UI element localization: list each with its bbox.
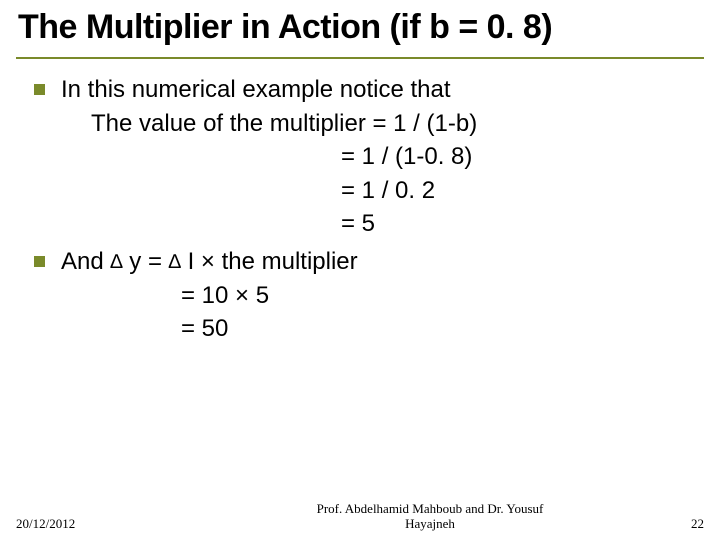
bullet-subline: The value of the multiplier = 1 / (1-b): [61, 107, 690, 141]
calc-line: = 10 × 5: [61, 279, 690, 313]
calc-line: = 50: [61, 312, 690, 346]
calc-line: = 5: [61, 207, 690, 241]
bullet-lead: And ∆ y = ∆ I × the multiplier: [61, 245, 690, 279]
square-bullet-icon: [34, 84, 45, 95]
footer-author-line: Prof. Abdelhamid Mahboub and Dr. Yousuf: [216, 502, 644, 517]
text-fragment: y =: [123, 248, 169, 275]
slide: The Multiplier in Action (if b = 0. 8) I…: [0, 0, 720, 540]
bullet-text: In this numerical example notice that Th…: [61, 73, 690, 241]
bullet-item: In this numerical example notice that Th…: [34, 73, 690, 241]
delta-symbol: ∆: [169, 251, 181, 273]
delta-symbol: ∆: [110, 251, 122, 273]
slide-footer: 20/12/2012 Prof. Abdelhamid Mahboub and …: [0, 502, 720, 532]
square-bullet-icon: [34, 256, 45, 267]
title-wrap: The Multiplier in Action (if b = 0. 8): [0, 0, 720, 53]
footer-page-number: 22: [644, 516, 704, 532]
calc-line: = 1 / (1-0. 8): [61, 140, 690, 174]
bullet-item: And ∆ y = ∆ I × the multiplier = 10 × 5 …: [34, 245, 690, 346]
bullet-text: And ∆ y = ∆ I × the multiplier = 10 × 5 …: [61, 245, 690, 346]
slide-content: In this numerical example notice that Th…: [0, 59, 720, 346]
footer-authors: Prof. Abdelhamid Mahboub and Dr. Yousuf …: [216, 502, 644, 532]
text-fragment: And: [61, 248, 110, 275]
footer-date: 20/12/2012: [16, 516, 216, 532]
slide-title: The Multiplier in Action (if b = 0. 8): [18, 8, 702, 47]
calc-line: = 1 / 0. 2: [61, 174, 690, 208]
text-fragment: I × the multiplier: [181, 248, 358, 275]
bullet-lead: In this numerical example notice that: [61, 73, 690, 107]
footer-author-line: Hayajneh: [216, 517, 644, 532]
